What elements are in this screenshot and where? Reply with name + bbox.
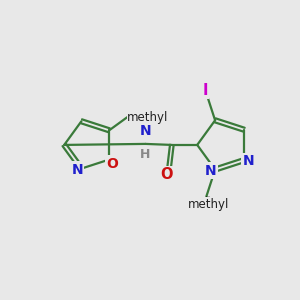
Text: N: N bbox=[71, 163, 83, 177]
Text: methyl: methyl bbox=[188, 198, 229, 211]
Text: N: N bbox=[205, 164, 217, 178]
Text: methyl: methyl bbox=[204, 198, 209, 199]
Text: I: I bbox=[202, 83, 208, 98]
Text: O: O bbox=[160, 167, 173, 182]
Text: N: N bbox=[140, 124, 151, 138]
Text: O: O bbox=[106, 157, 118, 171]
Text: methyl: methyl bbox=[206, 195, 211, 196]
Text: methyl: methyl bbox=[127, 111, 169, 124]
Text: H: H bbox=[140, 148, 151, 161]
Text: methyl: methyl bbox=[205, 197, 210, 199]
Text: methyl: methyl bbox=[206, 196, 211, 198]
Text: N: N bbox=[242, 154, 254, 168]
Text: methyl: methyl bbox=[128, 115, 133, 116]
